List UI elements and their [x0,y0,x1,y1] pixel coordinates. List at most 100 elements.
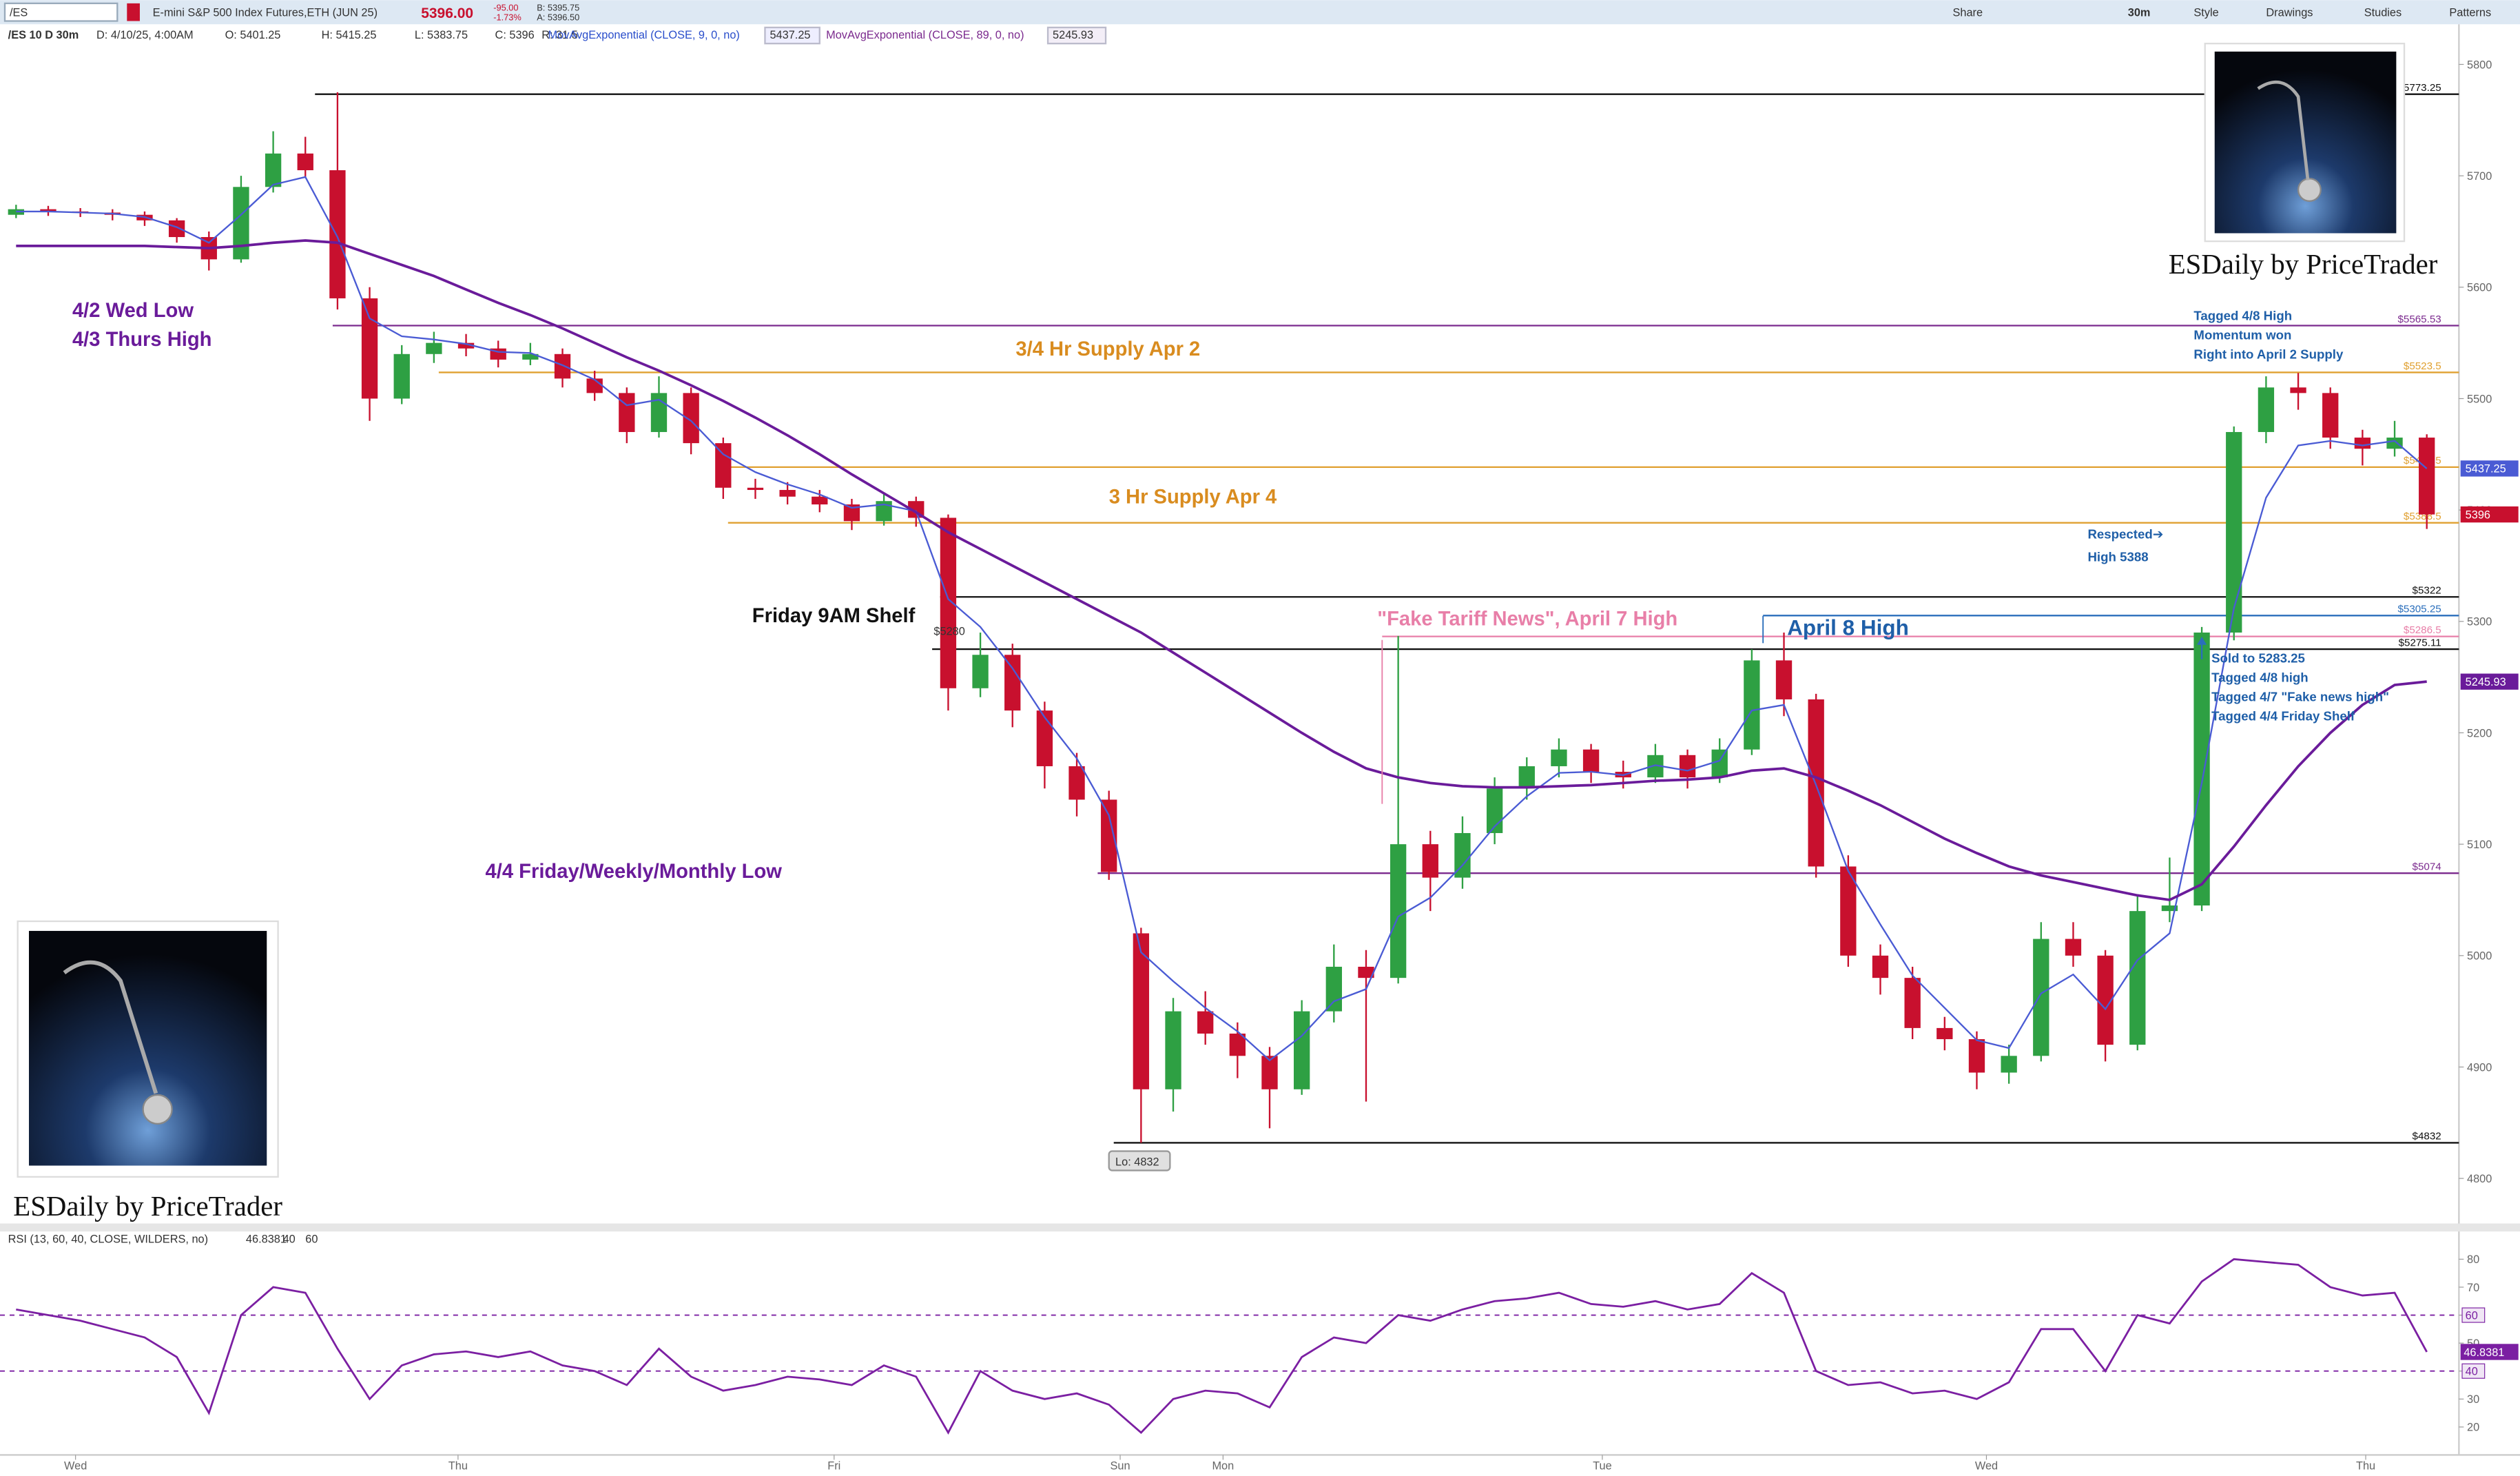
annotation: $5280 [933,626,964,638]
ema-line [16,176,2428,1062]
logo-chain [63,960,158,1094]
candle-body [1165,1011,1181,1089]
candle-body [1197,1011,1214,1034]
candle-body [1101,799,1117,872]
rsi-threshold-label: 40 [2466,1366,2478,1378]
logo [2214,51,2397,234]
panel-separator [0,1223,2520,1232]
ema89-value-box [1046,26,1107,45]
bar-low: L: 5383.75 [415,29,468,41]
candle-body [1582,749,1600,772]
price-tag-label: 5396 [2466,509,2490,521]
bar-date: D: 4/10/25, 4:00AM [96,29,194,41]
candle-body [619,393,635,432]
ema9-label: MovAvgExponential (CLOSE, 9, 0, no) [548,29,740,41]
link-icon[interactable] [127,3,140,21]
last-price: 5396.00 [421,6,473,21]
candle-body [972,655,989,688]
candle-body [2258,387,2275,432]
annotation: Right into April 2 Supply [2193,347,2344,361]
candle-body [1744,660,1760,750]
rsi-upper: 60 [305,1233,318,1246]
price-tag [2460,673,2519,690]
candle-body [715,443,732,488]
candle-body [1808,699,1824,867]
toolbar-button[interactable]: Studies [2364,7,2402,19]
logo-watch [2297,177,2322,202]
annotation: Respected➔ [2087,527,2163,542]
candle-body [1133,933,1150,1089]
brand-text: ESDaily by PriceTrader [2169,249,2438,280]
bar-close: C: 5396 [495,29,535,41]
symbol[interactable]: /ES [10,7,28,19]
annotation: Tagged 4/8 high [2211,670,2309,684]
candle-body [2129,911,2146,1045]
candle-body [2354,438,2371,449]
y-tick-label: 5700 [2467,170,2492,183]
toolbar-button[interactable]: Drawings [2266,7,2313,19]
candle-body [2001,1056,2017,1073]
bid: B: 5395.75 [537,2,579,12]
candle-body [1872,955,1889,978]
y-tick-label: 5200 [2467,727,2492,739]
candle-body [2193,632,2210,906]
candle-body [2161,905,2178,912]
candle-body [2386,438,2403,449]
candle-body [2065,939,2082,956]
candle-body [40,209,56,212]
annotation: 3 Hr Supply Apr 4 [1109,486,1277,508]
bar-range: R: 31.5 [541,29,578,41]
bar-high: H: 5415.25 [322,29,377,41]
candle-body [168,220,185,238]
annotation: 4/3 Thurs High [72,329,212,351]
candle-body [2226,431,2242,633]
annotation: Tagged 4/4 Friday Shelf [2211,708,2355,723]
toolbar-button[interactable]: Style [2193,7,2218,19]
x-tick-label: Tue [1593,1459,1612,1472]
x-tick-label: Thu [2356,1459,2375,1472]
toolbar-button[interactable]: 30m [2128,7,2151,19]
candle-body [1937,1027,1953,1040]
y-tick-label: 5100 [2467,839,2492,851]
candle-body [1551,749,1567,766]
price-plot: 4800490050005100520053005400550056005700… [0,59,2492,1472]
candle-body [1390,844,1407,978]
toolbar-button[interactable]: Share [1952,7,1983,19]
candle-body [1679,755,1696,778]
candle-body [1358,966,1374,978]
rsi-threshold-tag [2461,1307,2486,1323]
candle-body [843,504,860,522]
candle-body [1775,660,1793,699]
symbol-box[interactable] [3,2,118,22]
level-label: 5773.25 [2404,82,2441,94]
candle-body [1293,1011,1310,1089]
rsi-lower: 40 [283,1233,296,1246]
arrow-head [2197,637,2207,645]
annotation: Sold to 5283.25 [2211,650,2305,665]
candle-body [297,153,313,171]
toolbar-button[interactable]: Patterns [2449,7,2491,19]
candle-body [1068,766,1085,800]
level-label: $5286.5 [2404,624,2441,636]
level-label: $5523.5 [2404,360,2441,372]
candle-body [329,170,346,298]
candle-body [940,517,957,688]
x-tick-label: Wed [64,1459,87,1472]
x-tick-label: Thu [448,1459,468,1472]
rsi-title: RSI (13, 60, 40, CLOSE, WILDERS, no) [8,1233,208,1246]
x-tick-label: Fri [827,1459,840,1472]
rsi-tag [2460,1344,2519,1360]
level-label: $5275.11 [2399,637,2441,648]
y-tick-label: 5800 [2467,59,2492,71]
chart-info: /ES 10 D 30m [8,29,79,41]
level-label: $5565.53 [2397,314,2441,325]
candle-body [265,153,282,187]
x-tick-label: Wed [1975,1459,1998,1472]
annotation: 3/4 Hr Supply Apr 2 [1015,338,1200,360]
level-label: $5305.25 [2397,604,2441,615]
candle-body [779,490,796,497]
candle-body [361,298,378,399]
ema9-value: 5437.25 [770,29,810,41]
price-tags: 5437.25 5396 5245.93 60 40 46.8381 [2460,460,2519,1379]
candle-body [393,353,410,399]
